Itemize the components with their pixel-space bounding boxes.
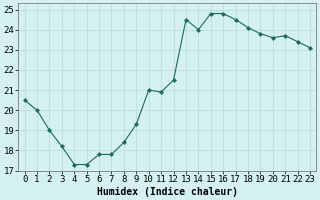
X-axis label: Humidex (Indice chaleur): Humidex (Indice chaleur) (97, 186, 238, 197)
